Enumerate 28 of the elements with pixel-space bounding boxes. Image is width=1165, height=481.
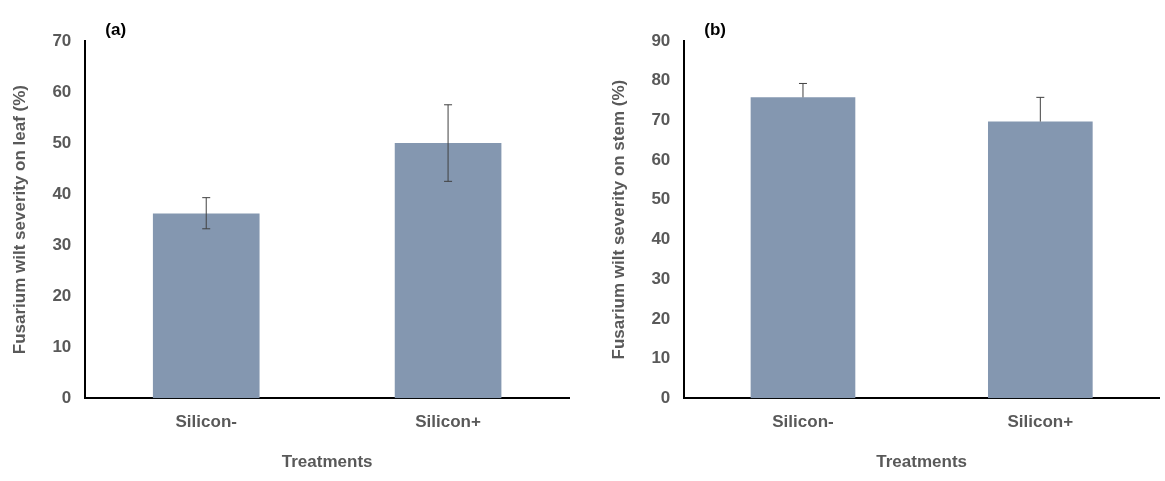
y-tick-label: 40 xyxy=(651,229,671,249)
x-axis-title: Treatments xyxy=(281,452,373,472)
y-tick-label: 20 xyxy=(651,308,671,328)
y-tick-label: 50 xyxy=(651,189,671,209)
chart-title: (a) xyxy=(105,19,127,39)
x-axis-title: Treatments xyxy=(876,452,968,472)
y-tick-label: 0 xyxy=(660,387,671,407)
y-tick-label: 30 xyxy=(52,234,72,254)
x-tick-label: Silicon- xyxy=(772,412,834,432)
y-tick-label: 70 xyxy=(651,110,671,130)
x-tick-label: Silicon+ xyxy=(1007,412,1074,432)
chart-title: (b) xyxy=(704,19,727,39)
y-tick-label: 60 xyxy=(52,81,72,101)
y-tick-label: 60 xyxy=(651,149,671,169)
y-tick-label: 0 xyxy=(61,387,72,407)
y-axis-title: Fusarium wilt severity on leaf (%) xyxy=(9,84,29,355)
y-tick-label: 90 xyxy=(651,30,671,50)
x-tick-label: Silicon- xyxy=(175,412,237,432)
y-tick-label: 30 xyxy=(651,268,671,288)
y-tick-label: 10 xyxy=(52,336,72,356)
y-tick-label: 20 xyxy=(52,285,72,305)
y-tick-label: 10 xyxy=(651,348,671,368)
y-tick-label: 40 xyxy=(52,183,72,203)
y-tick-label: 50 xyxy=(52,132,72,152)
x-tick-label: Silicon+ xyxy=(415,412,481,432)
y-tick-label: 70 xyxy=(52,30,72,50)
y-axis-title: Fusarium wilt severity on stem (%) xyxy=(608,79,628,360)
y-tick-label: 80 xyxy=(651,70,671,90)
